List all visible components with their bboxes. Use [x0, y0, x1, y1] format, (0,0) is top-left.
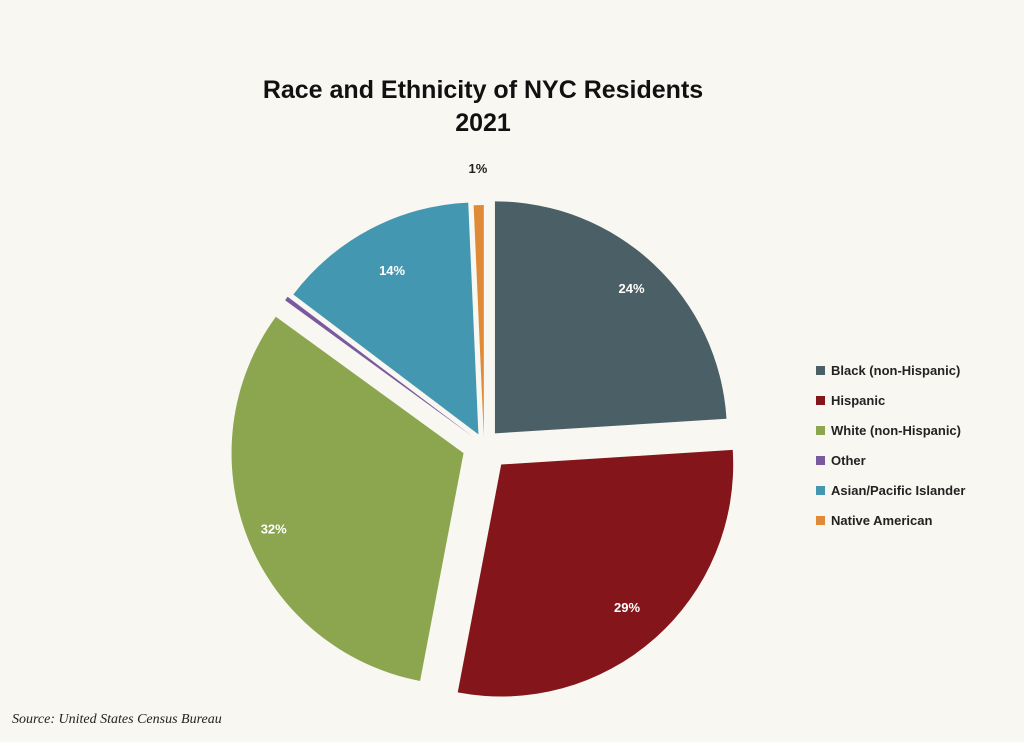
- pie-slice-native-american: [473, 205, 484, 438]
- pie-slice-white-non-hispanic: [231, 316, 464, 681]
- chart-legend: Black (non-Hispanic) Hispanic White (non-H…: [816, 355, 965, 535]
- chart-subtitle: 2021: [455, 109, 511, 137]
- legend-item-hispanic: Hispanic: [816, 385, 965, 415]
- legend-swatch: [816, 425, 825, 435]
- legend-item-other: Other: [816, 445, 965, 475]
- legend-item-asian-pacific-islander: Asian/Pacific Islander: [816, 475, 965, 505]
- pie-slice-asian-pacific-islander: [293, 202, 479, 435]
- slice-label-hispanic: 29%: [614, 600, 640, 615]
- legend-label: White (non-Hispanic): [831, 422, 961, 438]
- legend-item-white-non-hispanic: White (non-Hispanic): [816, 415, 965, 445]
- slice-label-asian-pacific-islander: 14%: [379, 263, 405, 278]
- legend-swatch: [816, 515, 825, 525]
- legend-item-black-non-hispanic: Black (non-Hispanic): [816, 355, 965, 385]
- slice-label-native-american: 1%: [469, 161, 488, 176]
- slice-label-black-non-hispanic: 24%: [619, 281, 645, 296]
- legend-swatch: [816, 365, 825, 375]
- chart-title-main: Race and Ethnicity of NYC Residents: [262, 76, 704, 104]
- legend-label: Hispanic: [831, 392, 886, 408]
- source-note: Source: United States Census Bureau: [12, 712, 222, 727]
- legend-swatch: [816, 455, 825, 465]
- legend-label: Native American: [831, 512, 933, 528]
- slice-label-white-non-hispanic: 32%: [261, 521, 287, 536]
- chart-title: Race and Ethnicity of NYC Residents 2021: [0, 74, 966, 140]
- legend-swatch: [816, 395, 825, 405]
- legend-label: Asian/Pacific Islander: [831, 482, 966, 498]
- pie-slice-hispanic: [457, 449, 734, 697]
- legend-swatch: [816, 485, 825, 495]
- pie-slice-black-non-hispanic: [494, 201, 727, 434]
- pie-slice-other: [285, 296, 473, 437]
- legend-label: Other: [831, 452, 866, 468]
- legend-item-native-american: Native American: [816, 505, 965, 535]
- legend-label: Black (non-Hispanic): [831, 362, 961, 378]
